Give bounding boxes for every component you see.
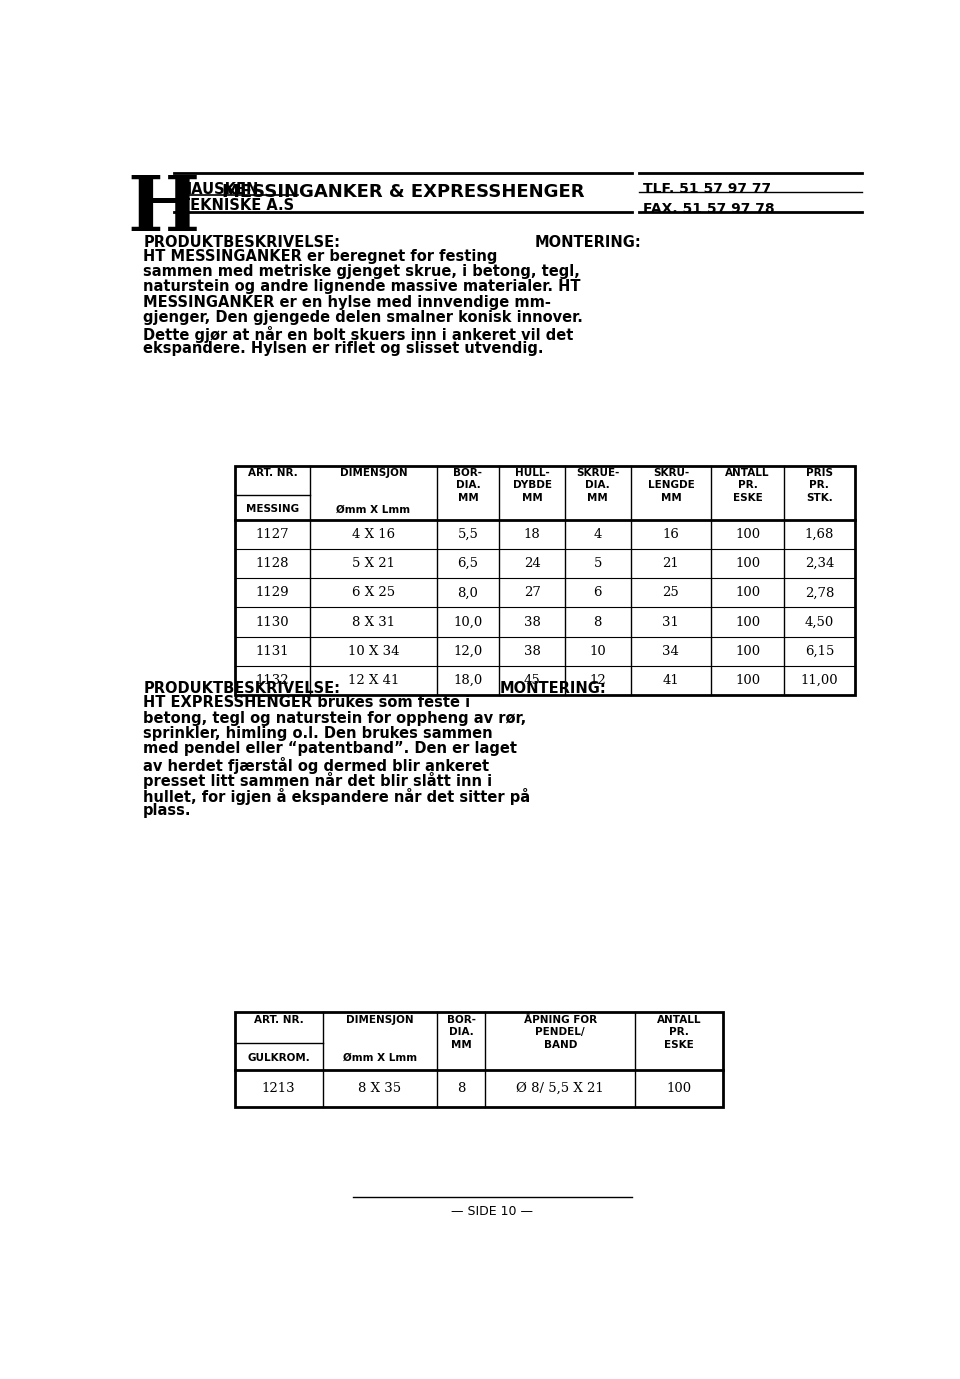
Text: Dette gjør at når en bolt skuers inn i ankeret vil det: Dette gjør at når en bolt skuers inn i a…: [143, 325, 574, 342]
Text: ÅPNING FOR
PENDEL/
BAND: ÅPNING FOR PENDEL/ BAND: [523, 1015, 597, 1049]
Text: 16: 16: [662, 528, 680, 541]
Text: ANTALL
PR.
ESKE: ANTALL PR. ESKE: [657, 1015, 701, 1049]
Text: SKRUE-
DIA.
MM: SKRUE- DIA. MM: [576, 467, 619, 503]
Text: BOR-
DIA.
MM: BOR- DIA. MM: [446, 1015, 476, 1049]
Text: 4 X 16: 4 X 16: [352, 528, 396, 541]
Text: 4: 4: [593, 528, 602, 541]
Text: 5,5: 5,5: [458, 528, 478, 541]
Text: ART. NR.: ART. NR.: [248, 467, 298, 479]
Text: 2,78: 2,78: [804, 586, 834, 600]
Text: 38: 38: [523, 645, 540, 658]
Text: 8 X 31: 8 X 31: [352, 615, 396, 629]
Text: 34: 34: [662, 645, 680, 658]
Text: 12: 12: [589, 674, 606, 687]
Text: Ø 8/ 5,5 X 21: Ø 8/ 5,5 X 21: [516, 1083, 604, 1095]
Text: presset litt sammen når det blir slått inn i: presset litt sammen når det blir slått i…: [143, 772, 492, 789]
Text: PRODUKTBESKRIVELSE:: PRODUKTBESKRIVELSE:: [143, 681, 340, 696]
Text: 6,15: 6,15: [804, 645, 834, 658]
Text: 6: 6: [593, 586, 602, 600]
Text: HT EXPRESSHENGER brukes som feste i: HT EXPRESSHENGER brukes som feste i: [143, 695, 470, 710]
Text: med pendel eller “patentband”. Den er laget: med pendel eller “patentband”. Den er la…: [143, 742, 517, 757]
Text: MONTERING:: MONTERING:: [500, 681, 607, 696]
Text: 24: 24: [524, 557, 540, 570]
Text: 5: 5: [593, 557, 602, 570]
Text: 1132: 1132: [255, 674, 289, 687]
Bar: [234, 466, 854, 695]
Text: 100: 100: [735, 615, 760, 629]
Text: av herdet fjærstål og dermed blir ankeret: av herdet fjærstål og dermed blir ankere…: [143, 757, 490, 774]
Text: 25: 25: [662, 586, 680, 600]
Text: 100: 100: [735, 645, 760, 658]
Bar: [234, 1012, 723, 1107]
Text: 8: 8: [457, 1083, 466, 1095]
Text: 45: 45: [524, 674, 540, 687]
Text: HT MESSINGANKER er beregnet for festing: HT MESSINGANKER er beregnet for festing: [143, 248, 497, 263]
Text: 10 X 34: 10 X 34: [348, 645, 399, 658]
Text: 5 X 21: 5 X 21: [352, 557, 396, 570]
Text: H: H: [128, 174, 200, 247]
Text: 12,0: 12,0: [453, 645, 483, 658]
Text: 8,0: 8,0: [458, 586, 478, 600]
Text: plass.: plass.: [143, 803, 192, 818]
Text: 100: 100: [666, 1083, 691, 1095]
Text: 4,50: 4,50: [804, 615, 834, 629]
Text: ANTALL
PR.
ESKE: ANTALL PR. ESKE: [726, 467, 770, 503]
Text: TEKNISKE A.S: TEKNISKE A.S: [180, 197, 294, 212]
Text: HAUSKEN: HAUSKEN: [180, 182, 259, 197]
Text: MESSING: MESSING: [246, 505, 300, 514]
Text: PRIS
PR.
STK.: PRIS PR. STK.: [805, 467, 833, 503]
Text: sammen med metriske gjenget skrue, i betong, tegl,: sammen med metriske gjenget skrue, i bet…: [143, 263, 580, 279]
Text: GULKROM.: GULKROM.: [248, 1052, 310, 1063]
Text: 6,5: 6,5: [458, 557, 478, 570]
Text: 38: 38: [523, 615, 540, 629]
Text: PRODUKTBESKRIVELSE:: PRODUKTBESKRIVELSE:: [143, 234, 340, 250]
Text: MESSINGANKER er en hylse med innvendige mm-: MESSINGANKER er en hylse med innvendige …: [143, 295, 551, 310]
Text: 27: 27: [523, 586, 540, 600]
Text: — SIDE 10 —: — SIDE 10 —: [451, 1205, 533, 1218]
Text: 1,68: 1,68: [804, 528, 834, 541]
Text: MONTERING:: MONTERING:: [535, 234, 641, 250]
Text: 11,00: 11,00: [801, 674, 838, 687]
Text: ekspandere. Hylsen er riflet og slisset utvendig.: ekspandere. Hylsen er riflet og slisset …: [143, 341, 543, 356]
Text: 18: 18: [524, 528, 540, 541]
Text: 1213: 1213: [262, 1083, 296, 1095]
Text: 1130: 1130: [255, 615, 289, 629]
Text: MESSINGANKER & EXPRESSHENGER: MESSINGANKER & EXPRESSHENGER: [222, 183, 584, 201]
Text: 100: 100: [735, 674, 760, 687]
Text: Ømm X Lmm: Ømm X Lmm: [337, 505, 411, 514]
Text: 6 X 25: 6 X 25: [352, 586, 396, 600]
Text: 12 X 41: 12 X 41: [348, 674, 399, 687]
Text: 41: 41: [662, 674, 680, 687]
Text: naturstein og andre lignende massive materialer. HT: naturstein og andre lignende massive mat…: [143, 280, 581, 295]
Text: 18,0: 18,0: [453, 674, 483, 687]
Text: 10: 10: [589, 645, 606, 658]
Text: 1129: 1129: [255, 586, 289, 600]
Text: betong, tegl og naturstein for oppheng av rør,: betong, tegl og naturstein for oppheng a…: [143, 710, 526, 725]
Text: 1127: 1127: [255, 528, 289, 541]
Text: 8 X 35: 8 X 35: [358, 1083, 401, 1095]
Text: 1128: 1128: [255, 557, 289, 570]
Text: ART. NR.: ART. NR.: [253, 1015, 303, 1025]
Text: DIMENSJON: DIMENSJON: [340, 467, 407, 479]
Text: 2,34: 2,34: [804, 557, 834, 570]
Text: Ømm X Lmm: Ømm X Lmm: [343, 1052, 417, 1063]
Text: 100: 100: [735, 586, 760, 600]
Text: 21: 21: [662, 557, 680, 570]
Text: TLF. 51 57 97 77: TLF. 51 57 97 77: [643, 182, 771, 196]
Text: 1131: 1131: [255, 645, 289, 658]
Text: gjenger, Den gjengede delen smalner konisk innover.: gjenger, Den gjengede delen smalner koni…: [143, 310, 583, 325]
Text: HULL-
DYBDE
MM: HULL- DYBDE MM: [513, 467, 552, 503]
Text: BOR-
DIA.
MM: BOR- DIA. MM: [453, 467, 483, 503]
Text: 31: 31: [662, 615, 680, 629]
Text: sprinkler, himling o.l. Den brukes sammen: sprinkler, himling o.l. Den brukes samme…: [143, 725, 492, 741]
Text: hullet, for igjen å ekspandere når det sitter på: hullet, for igjen å ekspandere når det s…: [143, 787, 530, 804]
Text: SKRU-
LENGDE
MM: SKRU- LENGDE MM: [648, 467, 694, 503]
Text: FAX. 51 57 97 78: FAX. 51 57 97 78: [643, 201, 775, 215]
Text: 100: 100: [735, 557, 760, 570]
Text: 8: 8: [593, 615, 602, 629]
Text: 10,0: 10,0: [453, 615, 483, 629]
Text: DIMENSJON: DIMENSJON: [346, 1015, 414, 1025]
Text: 100: 100: [735, 528, 760, 541]
